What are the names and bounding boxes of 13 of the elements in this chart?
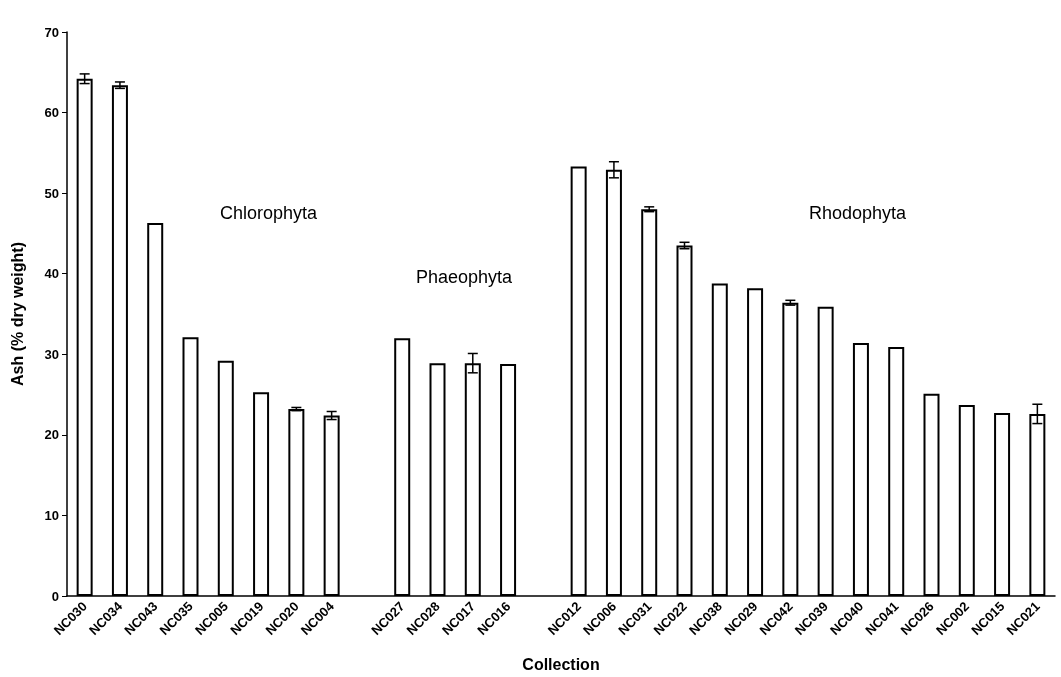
y-tick-label: 60 — [44, 105, 59, 121]
y-tick-label: 30 — [44, 346, 59, 362]
y-tick-label: 50 — [44, 185, 59, 201]
y-axis-title: Ash (% dry weight) — [8, 241, 26, 387]
y-tick-label: 70 — [44, 24, 59, 40]
y-tick-label: 10 — [44, 507, 59, 523]
y-tick-label: 20 — [44, 427, 59, 443]
y-tick-label: 40 — [44, 266, 59, 282]
annotation: Phaeophyta — [416, 267, 514, 287]
x-axis-title: Collection — [522, 655, 600, 673]
annotation: Chlorophyta — [220, 203, 319, 223]
y-tick-label: 0 — [51, 588, 59, 604]
annotation: Rhodophyta — [809, 203, 908, 223]
